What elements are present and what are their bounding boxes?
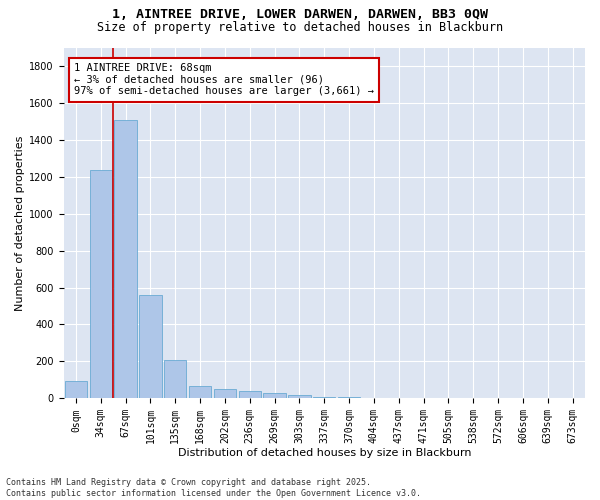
Text: Size of property relative to detached houses in Blackburn: Size of property relative to detached ho…: [97, 21, 503, 34]
Bar: [263, 393, 286, 398]
Bar: [214, 390, 236, 398]
Text: Contains HM Land Registry data © Crown copyright and database right 2025.
Contai: Contains HM Land Registry data © Crown c…: [6, 478, 421, 498]
Text: 1 AINTREE DRIVE: 68sqm
← 3% of detached houses are smaller (96)
97% of semi-deta: 1 AINTREE DRIVE: 68sqm ← 3% of detached …: [74, 64, 374, 96]
Bar: [288, 395, 311, 398]
Bar: [89, 170, 112, 398]
Bar: [189, 386, 211, 398]
Bar: [239, 392, 261, 398]
X-axis label: Distribution of detached houses by size in Blackburn: Distribution of detached houses by size …: [178, 448, 471, 458]
Bar: [115, 120, 137, 398]
Y-axis label: Number of detached properties: Number of detached properties: [15, 135, 25, 310]
Text: 1, AINTREE DRIVE, LOWER DARWEN, DARWEN, BB3 0QW: 1, AINTREE DRIVE, LOWER DARWEN, DARWEN, …: [112, 8, 488, 20]
Bar: [139, 295, 161, 399]
Bar: [164, 360, 187, 399]
Bar: [313, 396, 335, 398]
Bar: [65, 380, 87, 398]
